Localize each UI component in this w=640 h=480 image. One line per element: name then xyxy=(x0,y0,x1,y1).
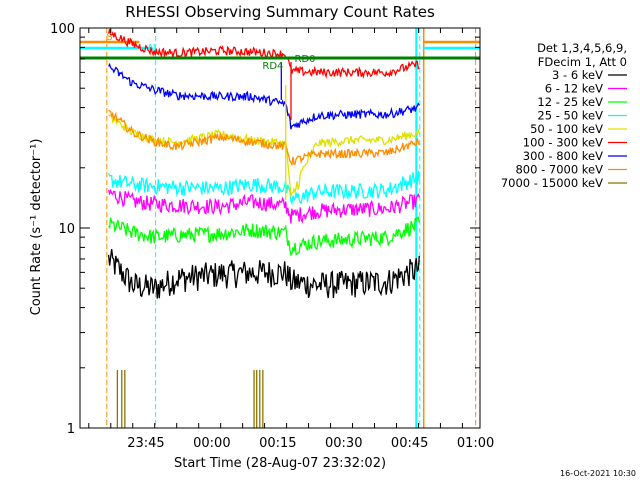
legend-header: FDecim 1, Att 0 xyxy=(538,55,627,69)
x-tick-label: 00:30 xyxy=(325,436,362,451)
y-axis-label: Count Rate (s⁻¹ detector⁻¹) xyxy=(29,139,44,316)
chart-title: RHESSI Observing Summary Count Rates xyxy=(125,3,435,21)
y-tick-label: 10 xyxy=(58,222,75,237)
chart-annotation: RD0 xyxy=(295,54,316,65)
series-line xyxy=(107,28,420,80)
legend-entry-label: 800 - 7000 keV xyxy=(515,163,603,177)
y-tick-label: 1 xyxy=(67,422,75,437)
x-tick-label: 00:45 xyxy=(391,436,428,451)
x-tick-label: 00:15 xyxy=(259,436,296,451)
legend-entry-label: 50 - 100 keV xyxy=(530,122,603,136)
x-tick-label: 01:00 xyxy=(457,436,494,451)
chart-annotation: N xyxy=(148,43,155,54)
legend-entry-label: 7000 - 15000 keV xyxy=(501,176,603,190)
axes: 1 10 100 23:45 00:00 00:15 00:30 00:45 01:00 xyxy=(50,22,494,451)
legend-header: Det 1,3,4,5,6,9, xyxy=(537,41,627,55)
series-line xyxy=(108,216,420,257)
series-line xyxy=(108,109,420,167)
x-tick-label: 00:00 xyxy=(193,436,230,451)
legend-entry-label: 3 - 6 keV xyxy=(552,68,603,82)
series-line xyxy=(108,62,420,130)
x-tick-label: 23:45 xyxy=(127,436,164,451)
legend-entry-label: 100 - 300 keV xyxy=(523,136,603,150)
footer-date: 16-Oct-2021 10:30 xyxy=(560,469,636,478)
series-line xyxy=(107,188,420,224)
y-tick-label: 100 xyxy=(50,22,75,37)
legend: Det 1,3,4,5,6,9,FDecim 1, Att 03 - 6 keV… xyxy=(501,41,627,190)
chart-annotation: RD4 xyxy=(262,61,283,72)
legend-entry-label: 6 - 12 keV xyxy=(545,82,603,96)
legend-entry-label: 25 - 50 keV xyxy=(537,109,603,123)
legend-entry-label: 300 - 800 keV xyxy=(523,149,603,163)
series-line xyxy=(107,170,420,206)
chart-annotation: S xyxy=(106,32,112,43)
series-line xyxy=(108,113,420,198)
legend-entry-label: 12 - 25 keV xyxy=(537,95,603,109)
series-line xyxy=(107,249,420,299)
plot-area: S N RD4 RD0 xyxy=(80,28,480,428)
x-axis-label: Start Time (28-Aug-07 23:32:02) xyxy=(174,456,386,471)
